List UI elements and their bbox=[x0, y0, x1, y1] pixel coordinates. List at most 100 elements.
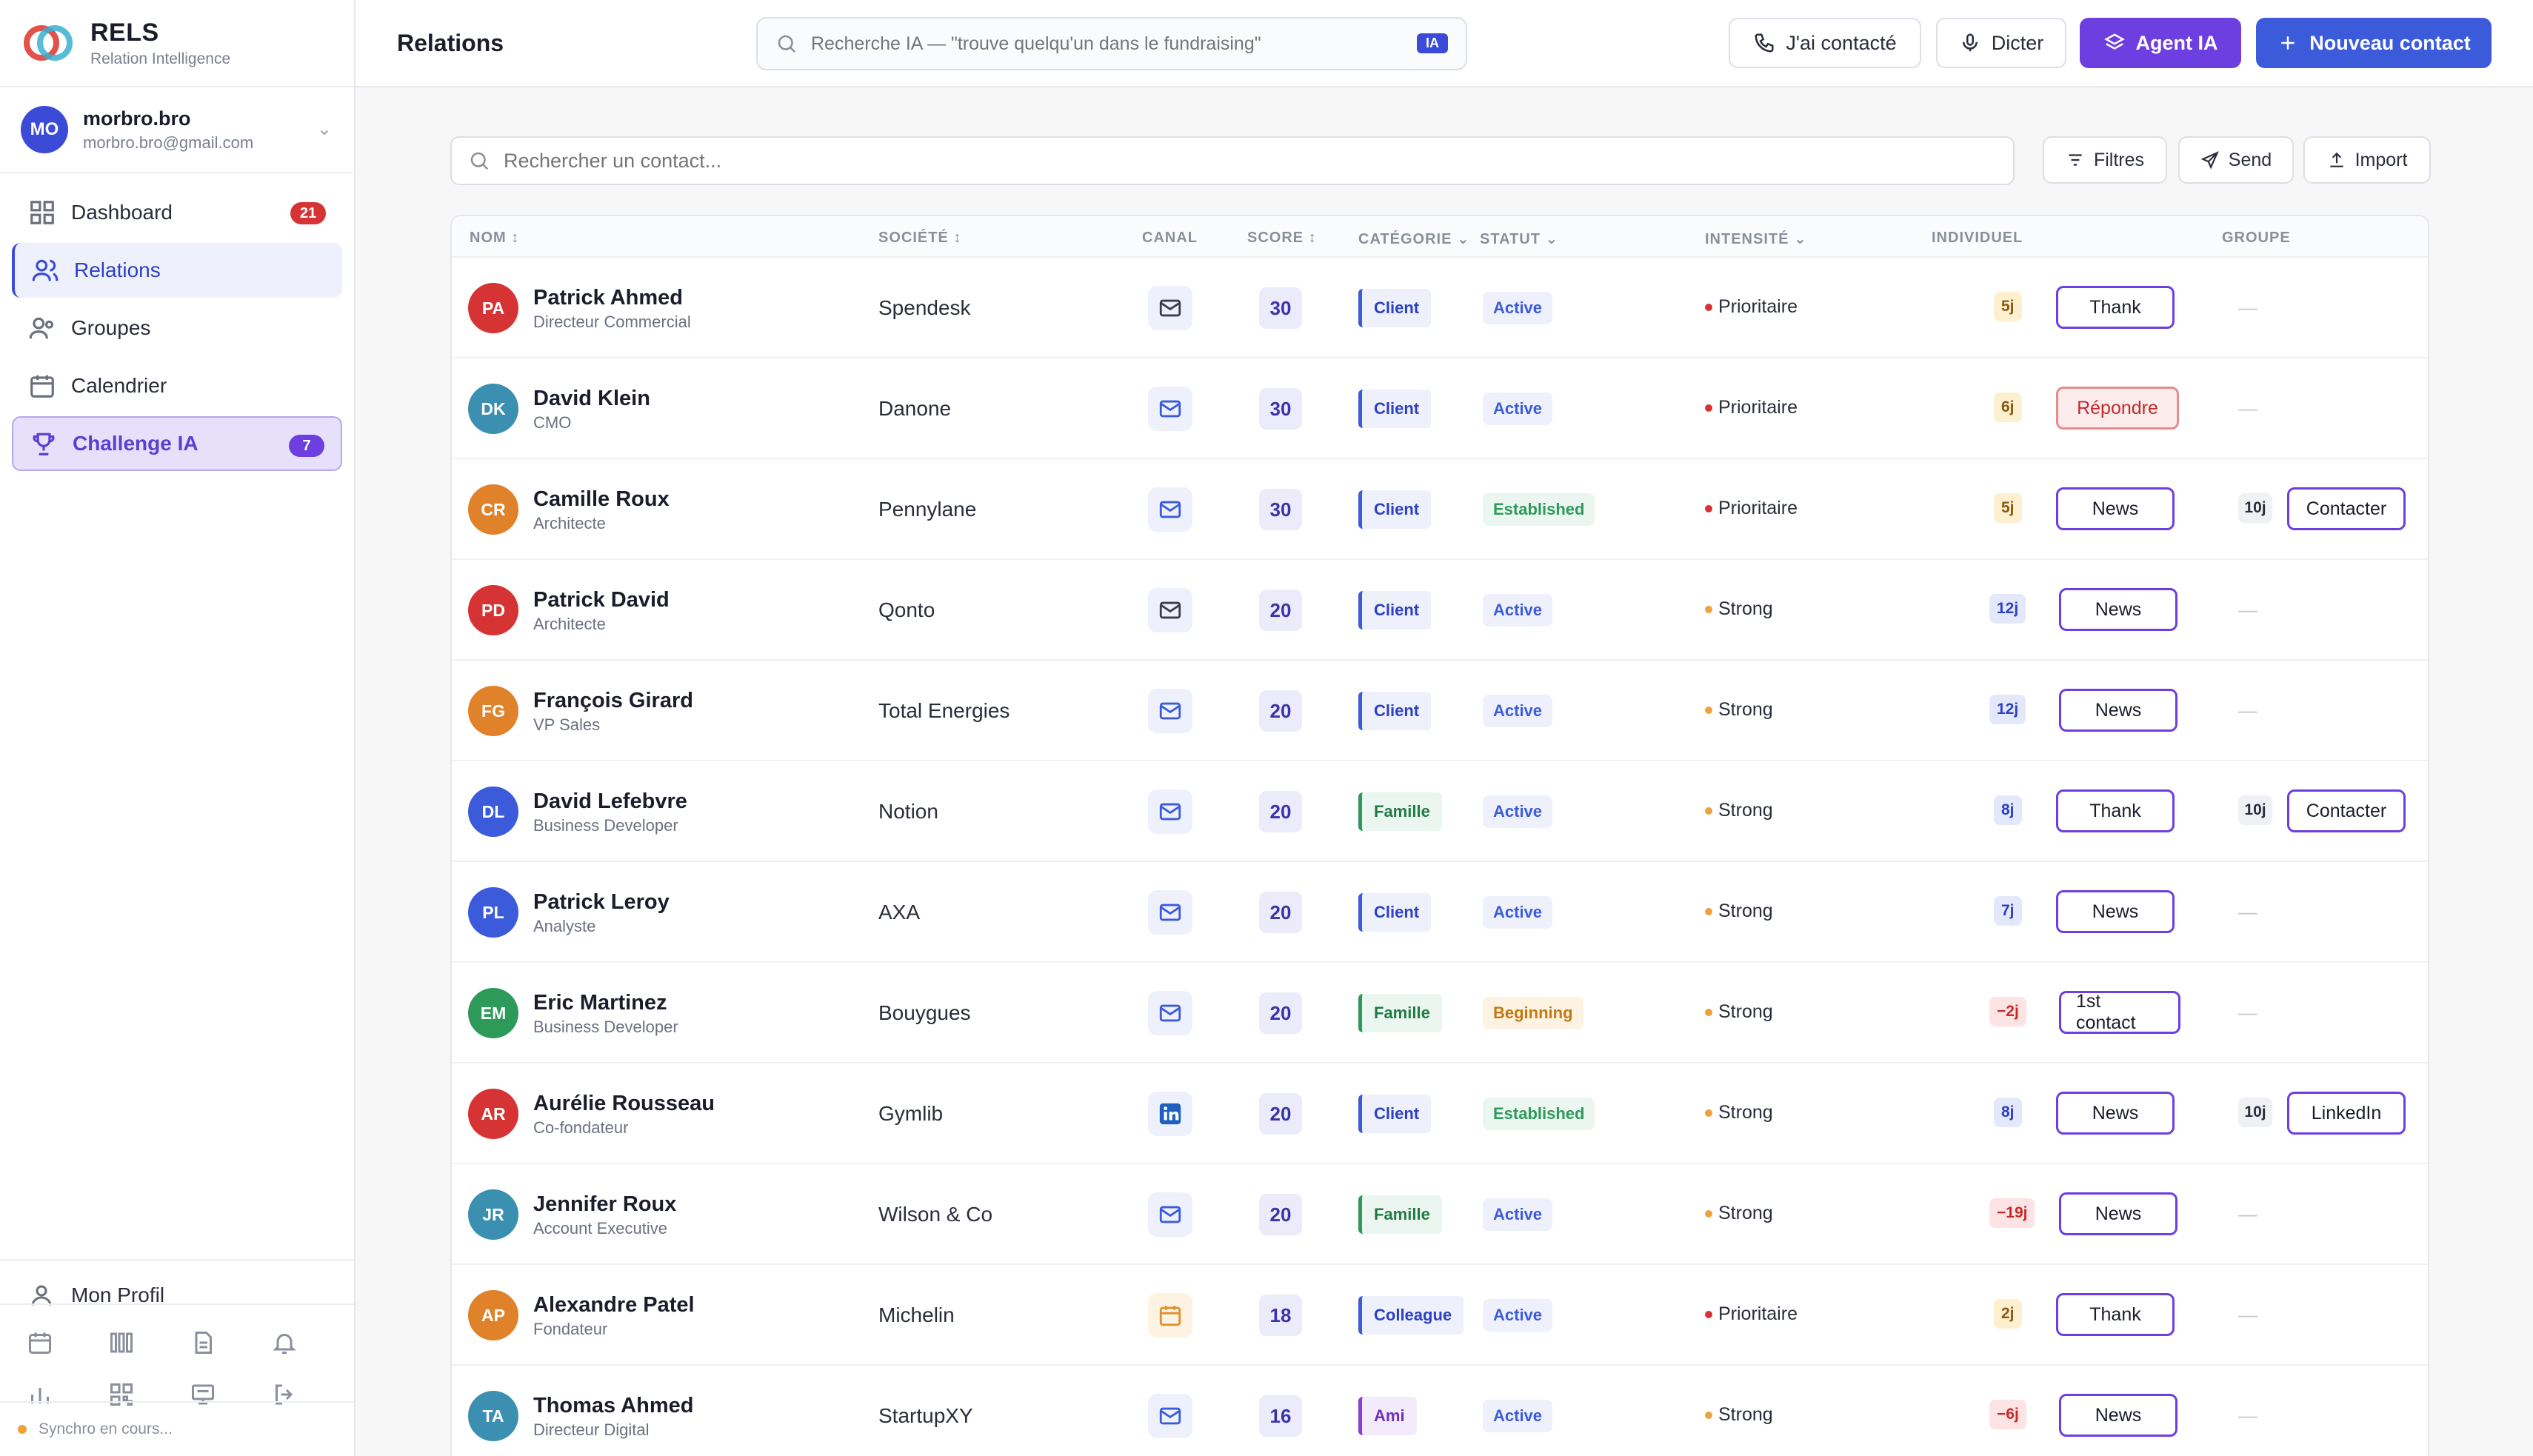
individual-action-button[interactable]: News bbox=[2056, 487, 2175, 530]
avatar[interactable]: AP bbox=[468, 1290, 518, 1340]
table-row[interactable]: PL Patrick Leroy Analyste AXA 20 Client Active… bbox=[452, 862, 2428, 963]
table-row[interactable]: AR Aurélie Rousseau Co-fondateur Gymlib 20 Cl… bbox=[452, 1063, 2428, 1164]
column-header-intensity[interactable]: INTENSITÉ ⌄ bbox=[1705, 231, 1807, 247]
mail-channel-icon[interactable] bbox=[1148, 789, 1192, 834]
table-row[interactable]: PA Patrick Ahmed Directeur Commercial Spend… bbox=[452, 258, 2428, 358]
user-switcher[interactable]: MO morbro.bro morbro.bro@gmail.com ⌄ bbox=[0, 87, 354, 173]
notifications-tool[interactable] bbox=[268, 1317, 350, 1369]
mail-channel-icon[interactable] bbox=[1148, 890, 1192, 935]
group-empty: — bbox=[2238, 397, 2257, 419]
column-header-status[interactable]: STATUT ⌄ bbox=[1480, 231, 1559, 247]
logout-tool[interactable] bbox=[268, 1369, 350, 1420]
column-header-category[interactable]: CATÉGORIE ⌄ bbox=[1358, 231, 1470, 247]
table-row[interactable]: TA Thomas Ahmed Directeur Digital StartupXY… bbox=[452, 1366, 2428, 1456]
individual-action-button[interactable]: 1st contact bbox=[2059, 991, 2180, 1034]
contact-name[interactable]: Alexandre Patel bbox=[533, 1293, 695, 1317]
contact-name[interactable]: Patrick David bbox=[533, 588, 670, 612]
avatar[interactable]: DK bbox=[468, 384, 518, 434]
mail-channel-icon[interactable] bbox=[1148, 588, 1192, 632]
avatar[interactable]: TA bbox=[468, 1391, 518, 1441]
kanban-tool[interactable] bbox=[105, 1317, 187, 1369]
table-row[interactable]: DK David Klein CMO Danone 30 Client Active Prio… bbox=[452, 358, 2428, 459]
intensity-dot-icon bbox=[1705, 907, 1712, 915]
table-row[interactable]: PD Patrick David Architecte Qonto 20 Client Ac… bbox=[452, 560, 2428, 661]
individual-action-button[interactable]: News bbox=[2059, 689, 2177, 732]
avatar[interactable]: FG bbox=[468, 686, 518, 736]
import-button[interactable]: Import bbox=[2303, 136, 2431, 184]
mail-channel-icon[interactable] bbox=[1148, 387, 1192, 431]
agent-ia-button[interactable]: Agent IA bbox=[2080, 18, 2241, 68]
table-row[interactable]: CR Camille Roux Architecte Pennylane 30 Clien… bbox=[452, 459, 2428, 560]
contact-name[interactable]: Aurélie Rousseau bbox=[533, 1092, 715, 1115]
avatar[interactable]: PD bbox=[468, 585, 518, 635]
group-action-button[interactable]: LinkedIn bbox=[2287, 1092, 2406, 1135]
column-header-name[interactable]: NOM ↕ bbox=[470, 230, 520, 246]
contact-name[interactable]: François Girard bbox=[533, 689, 693, 712]
avatar[interactable]: CR bbox=[468, 484, 518, 535]
sidebar-item-dashboard[interactable]: Dashboard 21 bbox=[12, 185, 342, 240]
contact-search-input[interactable] bbox=[504, 149, 1911, 173]
sidebar-item-groupes[interactable]: Groupes bbox=[12, 301, 342, 355]
calendar-channel-icon[interactable] bbox=[1148, 1293, 1192, 1338]
mail-channel-icon[interactable] bbox=[1148, 991, 1192, 1035]
sidebar-item-calendrier[interactable]: Calendrier bbox=[12, 358, 342, 413]
individual-action-button[interactable]: Thank bbox=[2056, 1293, 2175, 1336]
column-header-company[interactable]: SOCIÉTÉ ↕ bbox=[878, 230, 962, 246]
avatar[interactable]: AR bbox=[468, 1089, 518, 1139]
contacted-button[interactable]: J'ai contacté bbox=[1729, 18, 1921, 68]
individual-action-button[interactable]: Thank bbox=[2056, 286, 2175, 329]
sidebar-item-relations[interactable]: Relations bbox=[12, 243, 342, 298]
table-row[interactable]: DL David Lefebvre Business Developer Notion… bbox=[452, 761, 2428, 862]
contact-name[interactable]: Patrick Leroy bbox=[533, 890, 670, 914]
new-contact-button[interactable]: Nouveau contact bbox=[2256, 18, 2492, 68]
individual-days-pill: 5j bbox=[1994, 292, 2022, 321]
avatar[interactable]: PL bbox=[468, 887, 518, 938]
group-action-button[interactable]: Contacter bbox=[2287, 789, 2406, 832]
avatar[interactable]: EM bbox=[468, 988, 518, 1038]
sidebar-item-profile[interactable]: Mon Profil bbox=[0, 1259, 354, 1330]
individual-action-button[interactable]: Thank bbox=[2056, 789, 2175, 832]
contact-search-field[interactable] bbox=[450, 136, 2015, 185]
contact-name[interactable]: David Lefebvre bbox=[533, 789, 687, 813]
individual-action-button[interactable]: Répondre bbox=[2056, 387, 2179, 430]
linkedin-channel-icon[interactable] bbox=[1148, 1092, 1192, 1136]
column-header-score[interactable]: SCORE ↕ bbox=[1247, 230, 1317, 246]
ai-search-input[interactable] bbox=[811, 33, 1389, 55]
individual-action-button[interactable]: News bbox=[2059, 1192, 2177, 1235]
contact-name[interactable]: Eric Martinez bbox=[533, 991, 667, 1015]
dictate-button[interactable]: Dicter bbox=[1936, 18, 2066, 68]
contact-name[interactable]: Camille Roux bbox=[533, 487, 670, 511]
table-row[interactable]: AP Alexandre Patel Fondateur Michelin 18 Coll… bbox=[452, 1265, 2428, 1366]
avatar[interactable]: DL bbox=[468, 787, 518, 837]
avatar[interactable]: PA bbox=[468, 283, 518, 333]
individual-days-pill: 12j bbox=[1989, 695, 2026, 724]
ai-search-field[interactable]: IA bbox=[756, 17, 1467, 70]
contact-company: StartupXY bbox=[878, 1404, 973, 1427]
avatar[interactable]: JR bbox=[468, 1189, 518, 1240]
send-button[interactable]: Send bbox=[2178, 136, 2294, 184]
individual-action-button[interactable]: News bbox=[2056, 890, 2175, 933]
table-row[interactable]: JR Jennifer Roux Account Executive Wilson &… bbox=[452, 1164, 2428, 1265]
table-row[interactable]: EM Eric Martinez Business Developer Bouygue… bbox=[452, 963, 2428, 1063]
contact-name[interactable]: Thomas Ahmed bbox=[533, 1394, 694, 1417]
individual-action-button[interactable]: News bbox=[2056, 1092, 2175, 1135]
table-row[interactable]: FG François Girard VP Sales Total Energies 2… bbox=[452, 661, 2428, 761]
document-tool[interactable] bbox=[187, 1317, 268, 1369]
mail-channel-icon[interactable] bbox=[1148, 689, 1192, 733]
mail-channel-icon[interactable] bbox=[1148, 1192, 1192, 1237]
individual-action-button[interactable]: News bbox=[2059, 1394, 2177, 1437]
group-action-button[interactable]: Contacter bbox=[2287, 487, 2406, 530]
contact-name[interactable]: Patrick Ahmed bbox=[533, 286, 683, 310]
mail-channel-icon[interactable] bbox=[1148, 487, 1192, 532]
filters-button[interactable]: Filtres bbox=[2043, 136, 2167, 184]
contact-name[interactable]: David Klein bbox=[533, 387, 650, 410]
individual-action-button[interactable]: News bbox=[2059, 588, 2177, 631]
calendar-tool[interactable] bbox=[24, 1317, 105, 1369]
intensity-label: Strong bbox=[1718, 901, 1773, 921]
mail-channel-icon[interactable] bbox=[1148, 286, 1192, 330]
intensity-dot-icon bbox=[1705, 1411, 1712, 1419]
sidebar-item-challenge-ia[interactable]: Challenge IA 7 bbox=[12, 416, 342, 471]
intensity-indicator: Strong bbox=[1705, 699, 1773, 721]
contact-name[interactable]: Jennifer Roux bbox=[533, 1192, 677, 1216]
mail-channel-icon[interactable] bbox=[1148, 1394, 1192, 1438]
